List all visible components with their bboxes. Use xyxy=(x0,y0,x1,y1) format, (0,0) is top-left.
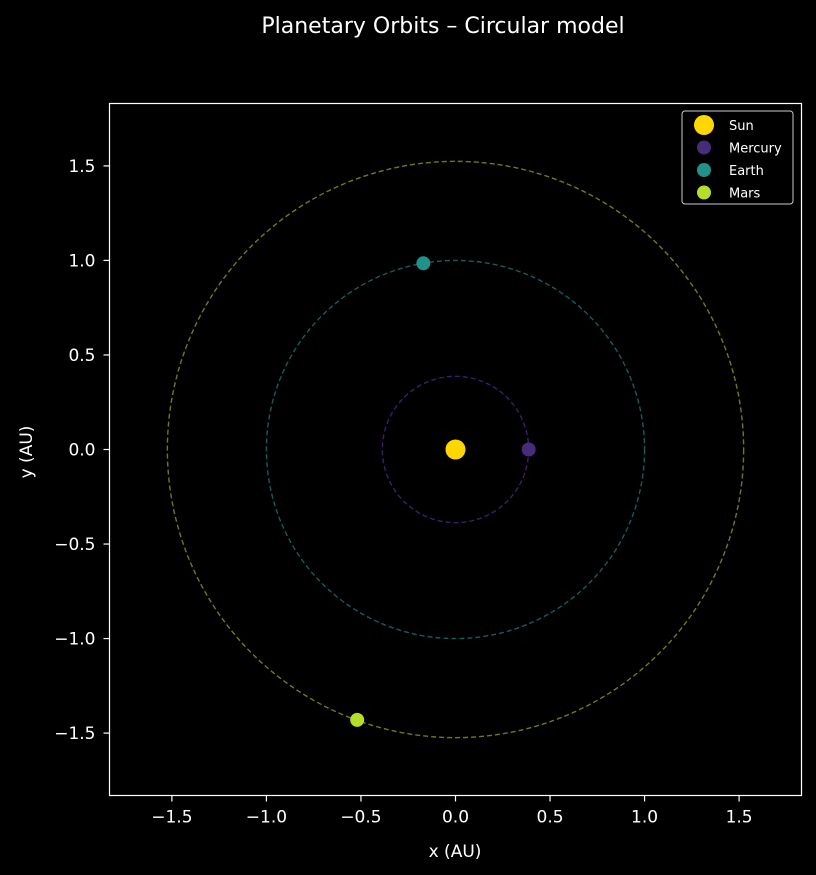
legend-box xyxy=(681,110,794,205)
x-axis-label: x (AU) xyxy=(429,842,482,862)
legend-label-mercury: Mercury xyxy=(729,142,782,157)
x-axis-ticks: −1.5 −1.0 −0.5 0.0 0.5 1.0 1.5 xyxy=(151,795,753,828)
point-mars xyxy=(350,712,365,727)
y-tick-label: 0.5 xyxy=(68,346,95,366)
y-axis-ticks: −1.5 −1.0 −0.5 0.0 0.5 1.0 1.5 xyxy=(54,157,110,744)
orbit-earth xyxy=(265,259,646,640)
x-tick-label: −1.5 xyxy=(151,808,192,828)
x-tick-label: 0.0 xyxy=(442,808,469,828)
chart-title: Planetary Orbits – Circular model xyxy=(261,14,624,39)
y-tick-label: −1.0 xyxy=(54,630,95,650)
legend-label-earth: Earth xyxy=(729,164,764,179)
y-tick-label: 0.0 xyxy=(68,441,95,461)
x-tick-label: −0.5 xyxy=(340,808,381,828)
x-tick-label: 1.0 xyxy=(631,808,658,828)
x-tick-label: 1.5 xyxy=(726,808,753,828)
legend-marker-mars xyxy=(697,185,711,200)
y-tick-label: 1.5 xyxy=(68,157,95,177)
legend-marker-sun xyxy=(694,115,714,135)
legend-marker-earth xyxy=(697,163,711,177)
legend-label-sun: Sun xyxy=(729,119,754,134)
legend: Sun Mercury Earth Mars xyxy=(681,110,794,205)
point-mercury xyxy=(521,442,536,457)
y-tick-label: 1.0 xyxy=(68,251,95,271)
point-sun xyxy=(445,439,466,460)
x-tick-label: 0.5 xyxy=(537,808,564,828)
x-tick-label: −1.0 xyxy=(246,808,287,828)
orbit-mars xyxy=(166,160,745,739)
legend-marker-mercury xyxy=(697,140,711,155)
y-axis-label: y (AU) xyxy=(17,426,37,479)
y-tick-label: −1.5 xyxy=(54,724,95,744)
y-tick-label: −0.5 xyxy=(54,535,95,555)
points-layer xyxy=(350,256,536,727)
point-earth xyxy=(416,256,431,271)
legend-label-mars: Mars xyxy=(729,187,761,202)
